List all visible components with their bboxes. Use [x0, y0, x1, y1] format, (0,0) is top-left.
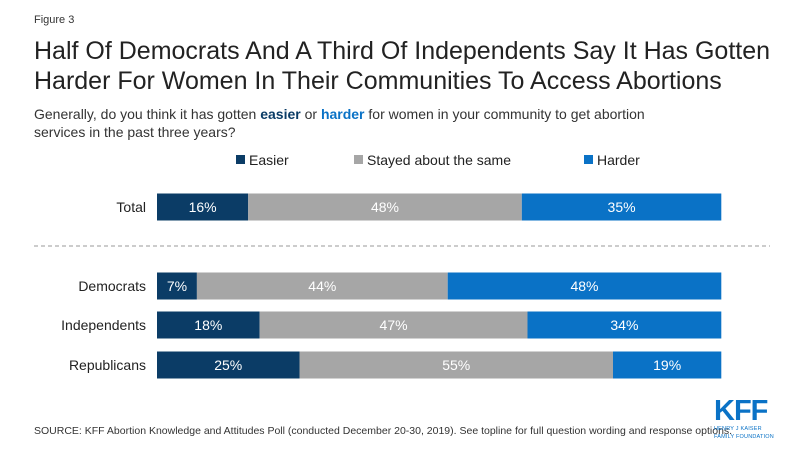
bar-total-stayed-about-the-same — [248, 193, 522, 221]
legend-swatch-same — [354, 155, 363, 164]
data-label-independents-harder: 34% — [610, 317, 638, 333]
row-label-republicans: Republicans — [69, 357, 146, 373]
legend-label-harder: Harder — [597, 152, 640, 168]
data-label-republicans-harder: 19% — [653, 357, 681, 373]
subtitle-keyword-harder: harder — [320, 106, 365, 122]
kff-logo: KFF HENRY J KAISER FAMILY FOUNDATION — [714, 395, 774, 441]
legend-label-same: Stayed about the same — [367, 152, 511, 168]
data-label-republicans-easier: 25% — [214, 357, 242, 373]
legend-swatch-harder — [584, 155, 593, 164]
bar-republicans-stayed-about-the-same — [299, 351, 613, 379]
row-label-total: Total — [116, 199, 146, 215]
bar-republicans-easier — [157, 351, 300, 379]
data-label-independents-easier: 18% — [194, 317, 222, 333]
subtitle-keyword-easier: easier — [260, 106, 301, 122]
bar-independents-stayed-about-the-same — [259, 311, 528, 339]
row-label-independents: Independents — [61, 317, 146, 333]
data-label-independents-stayed-about-the-same: 47% — [380, 317, 408, 333]
data-label-republicans-stayed-about-the-same: 55% — [442, 357, 470, 373]
legend-swatch-easier — [236, 155, 245, 164]
chart-subtitle: Generally, do you think it has gotten ea… — [34, 105, 674, 141]
bar-independents-harder — [527, 311, 722, 339]
data-label-total-easier: 16% — [189, 199, 217, 215]
subtitle-part3: for women in your community to get abort… — [34, 106, 645, 140]
row-label-democrats: Democrats — [78, 278, 146, 294]
bar-republicans-harder — [613, 351, 722, 379]
bar-democrats-harder — [447, 272, 722, 300]
data-label-democrats-easier: 7% — [167, 278, 187, 294]
source-note: SOURCE: KFF Abortion Knowledge and Attit… — [34, 425, 733, 437]
figure-label: Figure 3 — [34, 14, 75, 26]
bar-democrats-easier — [157, 272, 197, 300]
legend-item-same: Stayed about the same — [354, 152, 511, 168]
chart-title: Half Of Democrats And A Third Of Indepen… — [34, 37, 771, 95]
data-label-democrats-stayed-about-the-same: 44% — [308, 278, 336, 294]
bar-total-harder — [521, 193, 722, 221]
legend-item-easier: Easier — [236, 152, 289, 168]
data-label-democrats-harder: 48% — [570, 278, 598, 294]
logo-line2: FAMILY FOUNDATION — [714, 434, 774, 440]
legend-item-harder: Harder — [584, 152, 640, 168]
bar-total-easier — [157, 193, 249, 221]
legend-label-easier: Easier — [249, 152, 289, 168]
data-label-total-harder: 35% — [608, 199, 636, 215]
bar-democrats-stayed-about-the-same — [196, 272, 448, 300]
bar-independents-easier — [157, 311, 260, 339]
data-label-total-stayed-about-the-same: 48% — [371, 199, 399, 215]
subtitle-part1: Generally, do you think it has gotten — [34, 106, 261, 122]
logo-line1: HENRY J KAISER — [714, 426, 762, 432]
logo-wordmark: KFF — [714, 395, 768, 427]
subtitle-part2: or — [300, 106, 321, 122]
